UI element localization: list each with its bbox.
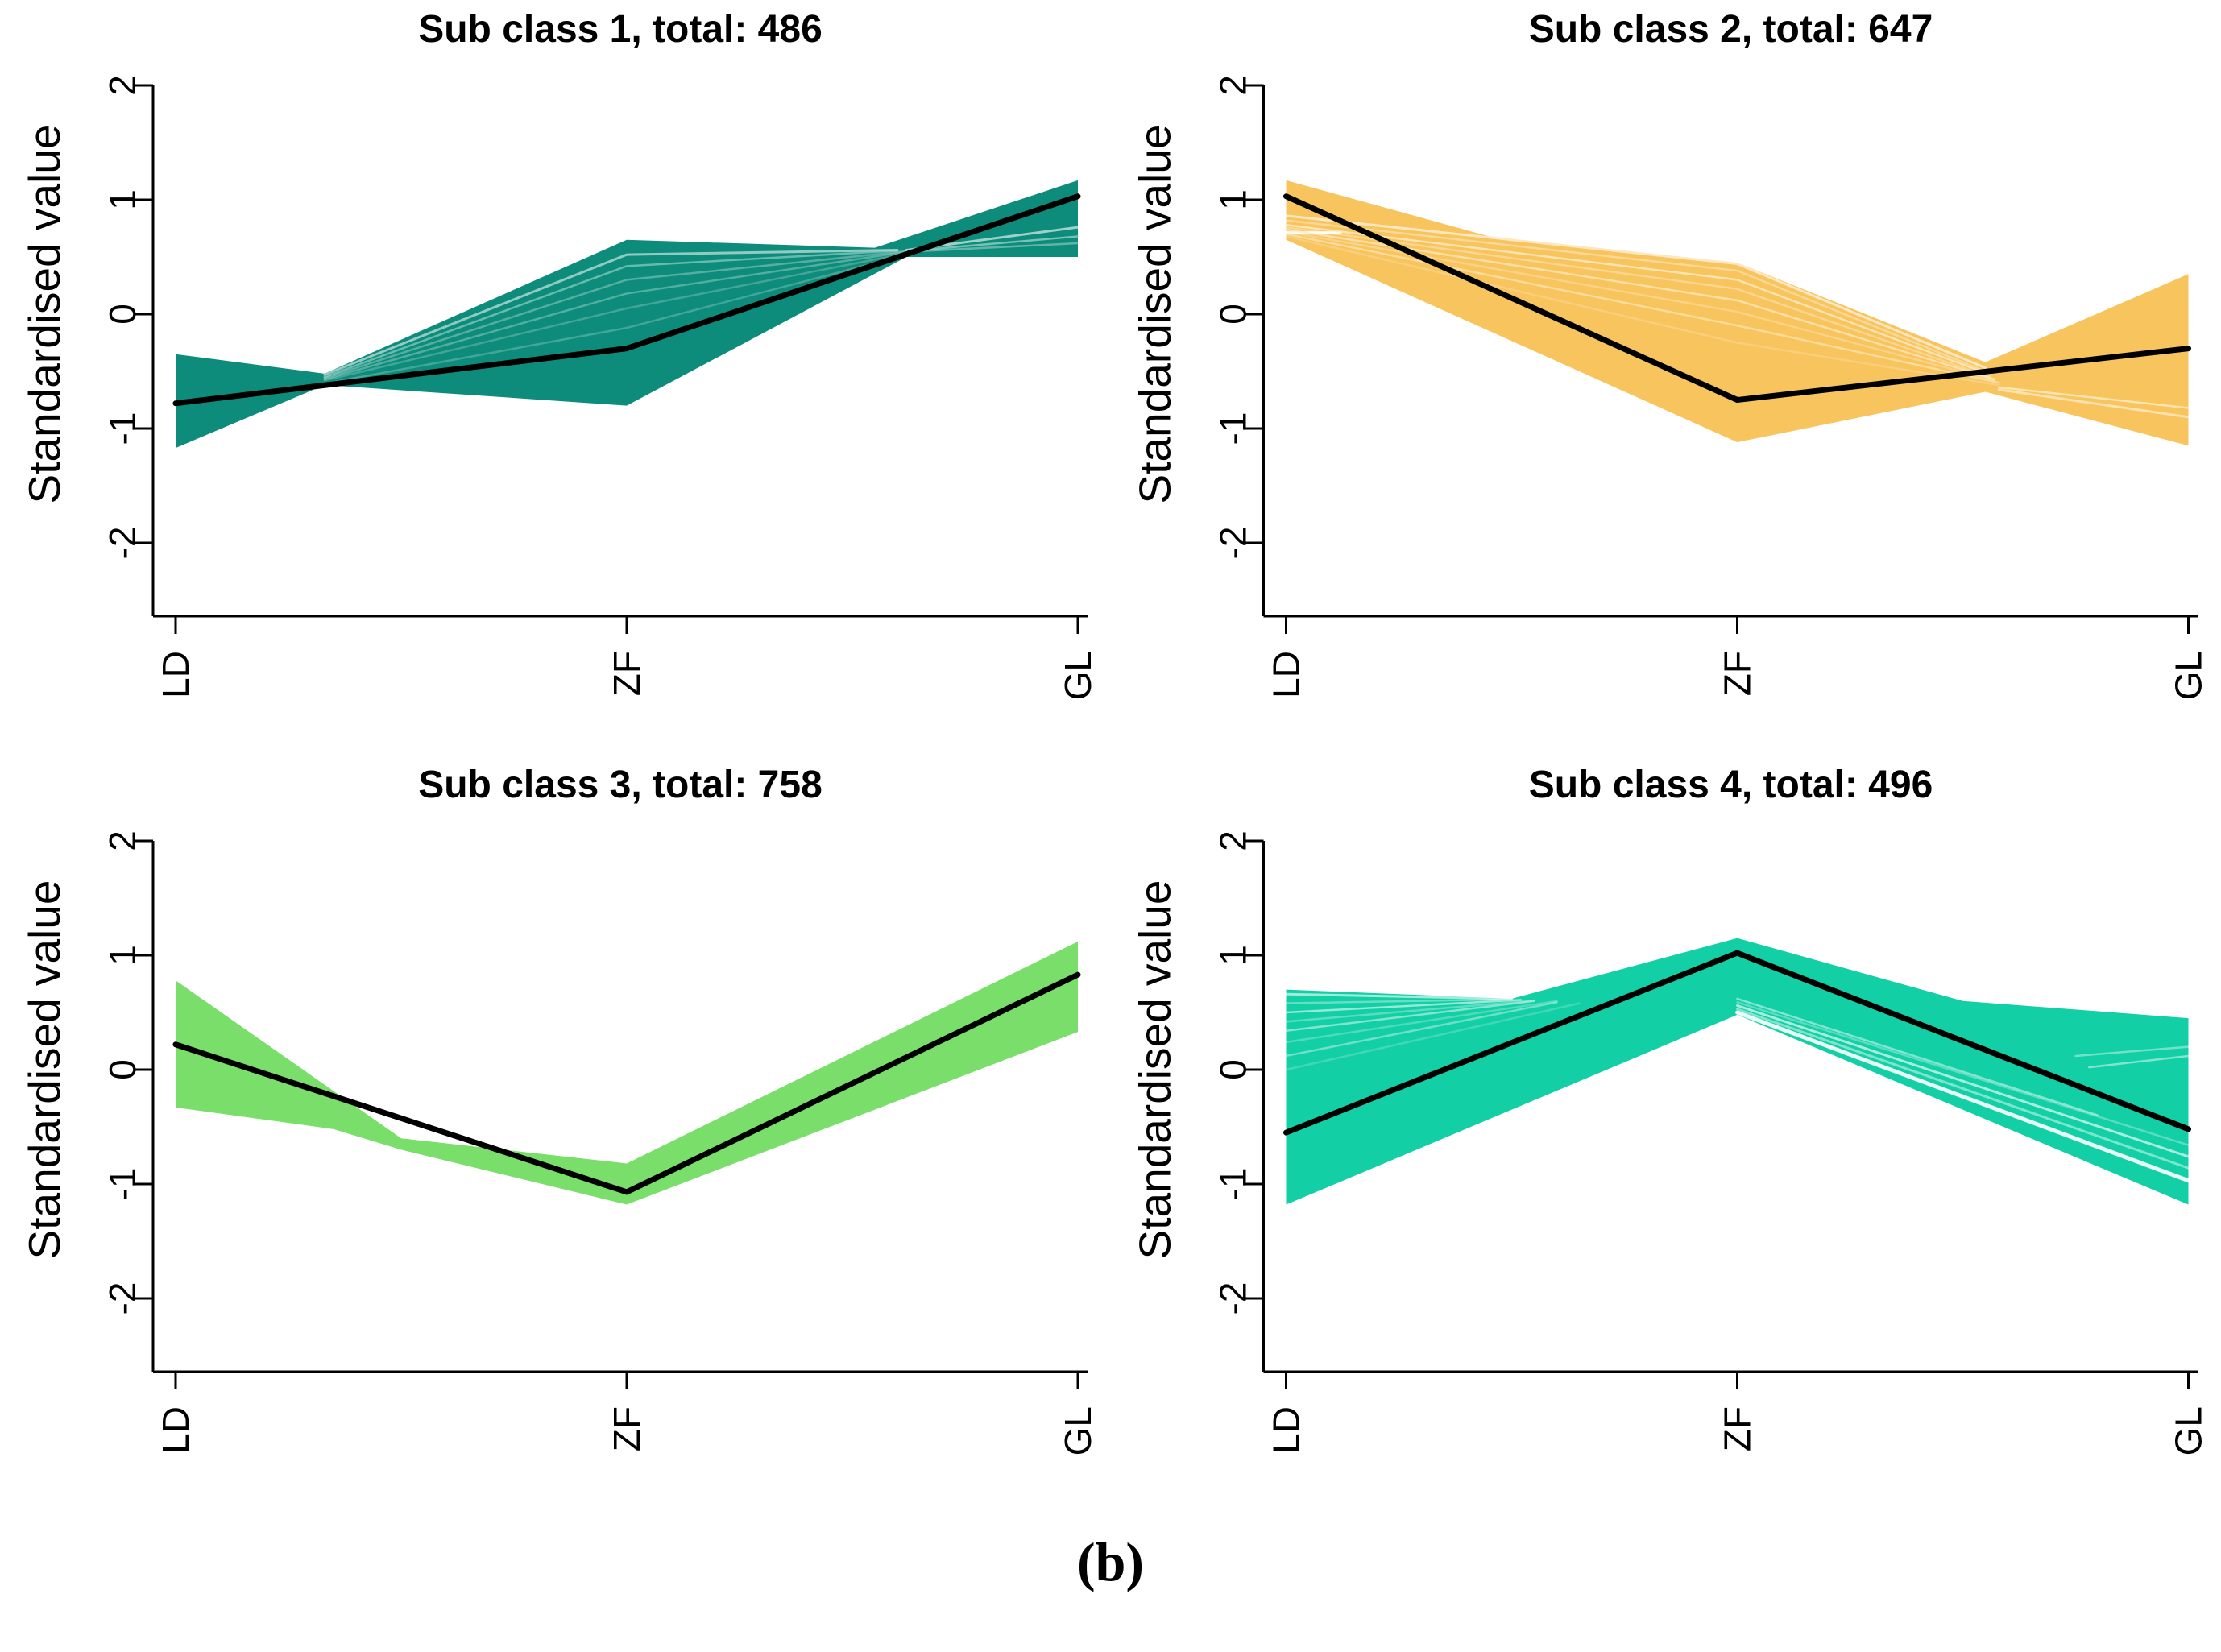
trajectory-streak xyxy=(905,235,1079,253)
trajectory-streak xyxy=(323,249,899,379)
subplot-grid: 2 1 0 -1 -2 LD ZF GL Standardised value Sub class… xyxy=(0,0,2221,1511)
subplot-sub-class-2: 2 1 0 -1 -2 LD ZF GL Standardised value Sub class… xyxy=(1130,8,2210,700)
trajectory-band xyxy=(1286,180,2189,446)
mean-line xyxy=(1283,193,2191,403)
y-tick-label: 2 xyxy=(1212,830,1254,851)
y-tick-label: -1 xyxy=(102,1168,143,1201)
trajectory-streak xyxy=(328,252,913,384)
x-tick-label: LD xyxy=(155,1406,197,1454)
y-tick-label: 2 xyxy=(1212,75,1254,96)
y-tick-label: 2 xyxy=(102,75,143,96)
plot-title: Sub class 1, total: 486 xyxy=(418,8,823,51)
trajectory-streak xyxy=(1285,1000,1535,1032)
trajectory-streak xyxy=(1736,1008,2190,1170)
trajectory-streak xyxy=(1998,386,2190,409)
y-tick-label: -1 xyxy=(1212,412,1254,445)
x-tick-label: GL xyxy=(2168,651,2210,700)
y-tick-label: -1 xyxy=(1212,1168,1254,1201)
trajectory-streak xyxy=(1285,1002,1581,1071)
plot-title: Sub class 2, total: 647 xyxy=(1529,8,1933,51)
trajectory-streak xyxy=(1285,226,1991,379)
trajectory-streak xyxy=(1285,235,2000,387)
y-tick-label: 1 xyxy=(102,189,143,210)
trajectory-streak xyxy=(1736,1004,2190,1158)
x-tick-label: LD xyxy=(1266,1406,1307,1454)
y-tick-label: 0 xyxy=(102,1059,143,1080)
y-axis-title: Standardised value xyxy=(1130,125,1180,504)
subplot-slot-3: 2 1 0 -1 -2 LD ZF GL Standardised value Sub class… xyxy=(0,756,1110,1511)
x-tick-label: ZF xyxy=(606,1406,648,1451)
trajectory-streak xyxy=(323,250,908,379)
y-tick-label: -2 xyxy=(1212,527,1254,560)
x-tick-label: GL xyxy=(1057,651,1099,700)
trajectory-streak xyxy=(1285,223,1991,376)
trajectory-streak xyxy=(1285,219,1987,373)
trajectory-streak xyxy=(1285,230,1995,382)
y-tick-label: 2 xyxy=(102,830,143,851)
subplot-sub-class-1: 2 1 0 -1 -2 LD ZF GL Standardised value Sub class… xyxy=(19,8,1099,700)
trajectory-streak xyxy=(1736,1000,2190,1146)
y-tick-label: -2 xyxy=(102,1282,143,1315)
trajectory-band xyxy=(1286,938,2189,1205)
y-axis-title: Standardised value xyxy=(19,125,69,504)
trajectory-streak xyxy=(2088,1054,2190,1069)
trajectory-streak xyxy=(1285,992,1513,1000)
x-tick-label: LD xyxy=(1266,651,1307,698)
x-tick-label: ZF xyxy=(1717,1406,1759,1451)
y-tick-label: -1 xyxy=(102,412,143,445)
y-tick-label: 0 xyxy=(1212,304,1254,325)
y-tick-label: 1 xyxy=(1212,945,1254,966)
subplot-slot-4: 2 1 0 -1 -2 LD ZF GL Standardised value Sub class… xyxy=(1110,756,2221,1511)
trajectory-streak xyxy=(1285,214,1987,370)
trajectory-streak xyxy=(1736,997,2099,1117)
x-tick-label: ZF xyxy=(1717,651,1759,696)
mean-line xyxy=(172,971,1081,1195)
trajectory-streak xyxy=(1285,1000,1558,1044)
y-tick-label: 0 xyxy=(1212,1059,1254,1080)
trajectory-streak xyxy=(2074,1045,2190,1058)
trajectory-streak xyxy=(1285,228,1995,381)
x-tick-label: ZF xyxy=(606,651,648,696)
trajectory-streak xyxy=(1285,1000,1558,1058)
trajectory-streak xyxy=(1735,1010,2190,1183)
trajectory-streak xyxy=(1285,998,1513,1004)
y-tick-label: 1 xyxy=(1212,189,1254,210)
y-tick-label: -2 xyxy=(1212,1282,1254,1315)
trajectory-streak xyxy=(1285,999,1522,1014)
y-tick-label: -2 xyxy=(102,527,143,560)
y-axis-title: Standardised value xyxy=(1130,880,1180,1260)
trajectory-streak xyxy=(323,248,899,376)
trajectory-band xyxy=(176,941,1078,1205)
trajectory-streak xyxy=(1997,388,2190,419)
trajectory-band xyxy=(176,180,1078,449)
figure-caption: (b) xyxy=(1076,1531,1145,1592)
subplot-slot-1: 2 1 0 -1 -2 LD ZF GL Standardised value Sub class… xyxy=(0,0,1110,756)
subplot-sub-class-3: 2 1 0 -1 -2 LD ZF GL Standardised value Sub class… xyxy=(19,764,1099,1455)
plot-title: Sub class 3, total: 758 xyxy=(418,764,823,806)
plot-title: Sub class 4, total: 496 xyxy=(1529,764,1933,806)
subplot-sub-class-4: 2 1 0 -1 -2 LD ZF GL Standardised value Sub class… xyxy=(1130,764,2210,1455)
mean-line xyxy=(1283,950,2191,1136)
mean-line xyxy=(172,193,1081,407)
y-tick-label: 0 xyxy=(102,304,143,325)
trajectory-streak xyxy=(323,251,913,382)
trajectory-streak xyxy=(905,242,1079,253)
x-tick-label: GL xyxy=(1057,1406,1099,1455)
y-axis-title: Standardised value xyxy=(19,880,69,1260)
y-tick-label: 1 xyxy=(102,945,143,966)
x-tick-label: LD xyxy=(155,651,197,698)
x-tick-label: GL xyxy=(2168,1406,2210,1455)
trajectory-streak xyxy=(1285,999,1535,1023)
subplot-slot-2: 2 1 0 -1 -2 LD ZF GL Standardised value Sub class… xyxy=(1110,0,2221,756)
trajectory-streak xyxy=(323,250,908,381)
